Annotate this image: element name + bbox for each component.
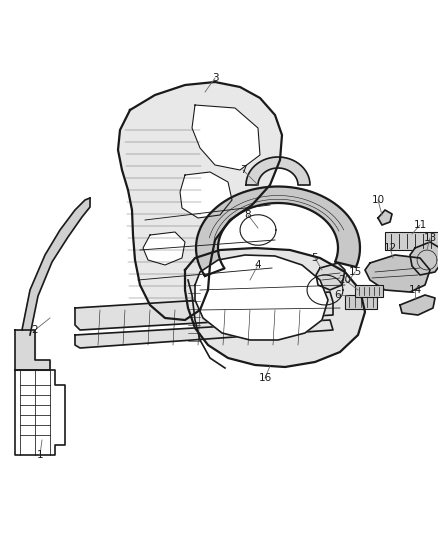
Polygon shape <box>143 232 185 265</box>
Polygon shape <box>365 255 430 292</box>
Text: 20: 20 <box>339 275 352 285</box>
Text: 7: 7 <box>240 165 246 175</box>
Text: 6: 6 <box>335 290 341 300</box>
Bar <box>345 295 377 309</box>
Text: 12: 12 <box>383 243 397 253</box>
Text: 16: 16 <box>258 373 272 383</box>
Polygon shape <box>316 263 345 290</box>
Text: 5: 5 <box>312 253 318 263</box>
Text: 14: 14 <box>408 285 422 295</box>
Polygon shape <box>196 187 360 276</box>
Polygon shape <box>75 292 333 330</box>
Text: 11: 11 <box>413 220 427 230</box>
Polygon shape <box>15 330 50 370</box>
Text: 1: 1 <box>37 450 43 460</box>
Text: 4: 4 <box>254 260 261 270</box>
Polygon shape <box>118 82 282 320</box>
Text: 3: 3 <box>212 73 218 83</box>
Polygon shape <box>410 242 438 275</box>
Polygon shape <box>246 157 310 185</box>
Polygon shape <box>378 210 392 225</box>
Polygon shape <box>22 198 90 335</box>
Polygon shape <box>75 320 333 348</box>
Bar <box>385 232 438 250</box>
Polygon shape <box>400 295 435 315</box>
Text: 8: 8 <box>245 210 251 220</box>
Bar <box>355 285 383 297</box>
Text: 13: 13 <box>424 233 437 243</box>
Text: 10: 10 <box>371 195 385 205</box>
Polygon shape <box>195 255 328 340</box>
Polygon shape <box>180 172 232 218</box>
Polygon shape <box>185 248 365 367</box>
Text: 2: 2 <box>32 325 38 335</box>
Text: 15: 15 <box>348 267 362 277</box>
Polygon shape <box>192 105 260 170</box>
